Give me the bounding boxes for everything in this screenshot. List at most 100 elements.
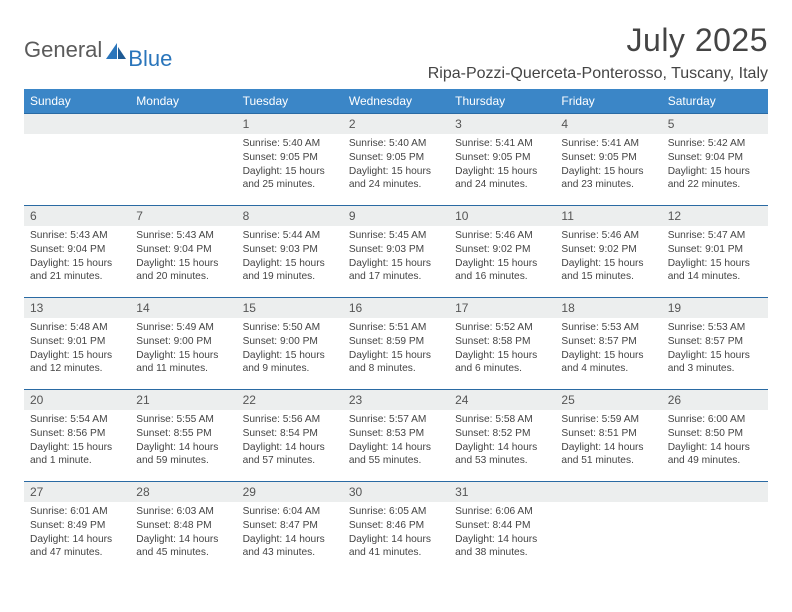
calendar-head: Sunday Monday Tuesday Wednesday Thursday… [24, 89, 768, 114]
sunrise-line: Sunrise: 5:41 AM [455, 137, 549, 151]
weekday-header: Thursday [449, 89, 555, 114]
day-number: 19 [662, 298, 768, 318]
day-body: Sunrise: 5:43 AMSunset: 9:04 PMDaylight:… [130, 226, 236, 288]
calendar-day-cell: 31Sunrise: 6:06 AMSunset: 8:44 PMDayligh… [449, 482, 555, 574]
calendar-week-row: 27Sunrise: 6:01 AMSunset: 8:49 PMDayligh… [24, 482, 768, 574]
daylight-line: Daylight: 15 hours and 3 minutes. [668, 349, 762, 377]
daylight-line: Daylight: 15 hours and 20 minutes. [136, 257, 230, 285]
calendar-day-cell: 15Sunrise: 5:50 AMSunset: 9:00 PMDayligh… [237, 298, 343, 390]
day-body [662, 502, 768, 558]
day-number: 12 [662, 206, 768, 226]
day-body: Sunrise: 5:50 AMSunset: 9:00 PMDaylight:… [237, 318, 343, 380]
daylight-line: Daylight: 15 hours and 16 minutes. [455, 257, 549, 285]
weekday-header: Friday [555, 89, 661, 114]
day-number: 9 [343, 206, 449, 226]
sunset-line: Sunset: 8:53 PM [349, 427, 443, 441]
day-body: Sunrise: 5:46 AMSunset: 9:02 PMDaylight:… [555, 226, 661, 288]
sunset-line: Sunset: 8:52 PM [455, 427, 549, 441]
day-body: Sunrise: 6:06 AMSunset: 8:44 PMDaylight:… [449, 502, 555, 564]
daylight-line: Daylight: 15 hours and 25 minutes. [243, 165, 337, 193]
daylight-line: Daylight: 15 hours and 8 minutes. [349, 349, 443, 377]
day-number: 7 [130, 206, 236, 226]
sunset-line: Sunset: 9:04 PM [136, 243, 230, 257]
sunset-line: Sunset: 8:46 PM [349, 519, 443, 533]
day-body: Sunrise: 5:45 AMSunset: 9:03 PMDaylight:… [343, 226, 449, 288]
day-number: 6 [24, 206, 130, 226]
sunset-line: Sunset: 9:02 PM [561, 243, 655, 257]
sunset-line: Sunset: 8:59 PM [349, 335, 443, 349]
page-header: General Blue July 2025 Ripa-Pozzi-Querce… [24, 22, 768, 83]
calendar-day-cell: 5Sunrise: 5:42 AMSunset: 9:04 PMDaylight… [662, 114, 768, 206]
day-number [24, 114, 130, 134]
daylight-line: Daylight: 15 hours and 21 minutes. [30, 257, 124, 285]
sunset-line: Sunset: 9:05 PM [455, 151, 549, 165]
day-body: Sunrise: 6:03 AMSunset: 8:48 PMDaylight:… [130, 502, 236, 564]
daylight-line: Daylight: 14 hours and 51 minutes. [561, 441, 655, 469]
day-number: 29 [237, 482, 343, 502]
daylight-line: Daylight: 15 hours and 19 minutes. [243, 257, 337, 285]
sunrise-line: Sunrise: 5:59 AM [561, 413, 655, 427]
day-number: 1 [237, 114, 343, 134]
sunrise-line: Sunrise: 5:56 AM [243, 413, 337, 427]
calendar-day-cell: 21Sunrise: 5:55 AMSunset: 8:55 PMDayligh… [130, 390, 236, 482]
day-body: Sunrise: 5:48 AMSunset: 9:01 PMDaylight:… [24, 318, 130, 380]
calendar-week-row: 20Sunrise: 5:54 AMSunset: 8:56 PMDayligh… [24, 390, 768, 482]
day-body: Sunrise: 6:01 AMSunset: 8:49 PMDaylight:… [24, 502, 130, 564]
day-body [130, 134, 236, 190]
calendar-day-cell: 13Sunrise: 5:48 AMSunset: 9:01 PMDayligh… [24, 298, 130, 390]
sunset-line: Sunset: 8:57 PM [668, 335, 762, 349]
sunrise-line: Sunrise: 6:04 AM [243, 505, 337, 519]
sunset-line: Sunset: 9:04 PM [30, 243, 124, 257]
sunrise-line: Sunrise: 6:01 AM [30, 505, 124, 519]
sunset-line: Sunset: 9:02 PM [455, 243, 549, 257]
sunrise-line: Sunrise: 5:53 AM [668, 321, 762, 335]
day-number: 13 [24, 298, 130, 318]
daylight-line: Daylight: 15 hours and 22 minutes. [668, 165, 762, 193]
day-number: 23 [343, 390, 449, 410]
sunrise-line: Sunrise: 5:43 AM [136, 229, 230, 243]
sunset-line: Sunset: 9:05 PM [243, 151, 337, 165]
sunrise-line: Sunrise: 5:44 AM [243, 229, 337, 243]
day-body: Sunrise: 6:04 AMSunset: 8:47 PMDaylight:… [237, 502, 343, 564]
day-body: Sunrise: 5:58 AMSunset: 8:52 PMDaylight:… [449, 410, 555, 472]
daylight-line: Daylight: 15 hours and 1 minute. [30, 441, 124, 469]
sunrise-line: Sunrise: 5:53 AM [561, 321, 655, 335]
calendar-week-row: 1Sunrise: 5:40 AMSunset: 9:05 PMDaylight… [24, 114, 768, 206]
calendar-day-cell: 26Sunrise: 6:00 AMSunset: 8:50 PMDayligh… [662, 390, 768, 482]
day-number: 22 [237, 390, 343, 410]
day-body: Sunrise: 5:42 AMSunset: 9:04 PMDaylight:… [662, 134, 768, 196]
sunset-line: Sunset: 8:50 PM [668, 427, 762, 441]
day-number: 16 [343, 298, 449, 318]
daylight-line: Daylight: 15 hours and 11 minutes. [136, 349, 230, 377]
daylight-line: Daylight: 15 hours and 9 minutes. [243, 349, 337, 377]
daylight-line: Daylight: 15 hours and 6 minutes. [455, 349, 549, 377]
day-body: Sunrise: 5:47 AMSunset: 9:01 PMDaylight:… [662, 226, 768, 288]
calendar-day-cell [555, 482, 661, 574]
daylight-line: Daylight: 14 hours and 47 minutes. [30, 533, 124, 561]
day-number: 17 [449, 298, 555, 318]
weekday-header: Sunday [24, 89, 130, 114]
sunrise-line: Sunrise: 6:05 AM [349, 505, 443, 519]
sunset-line: Sunset: 8:44 PM [455, 519, 549, 533]
weekday-header: Saturday [662, 89, 768, 114]
sunset-line: Sunset: 9:00 PM [136, 335, 230, 349]
sunrise-line: Sunrise: 5:57 AM [349, 413, 443, 427]
sunset-line: Sunset: 8:58 PM [455, 335, 549, 349]
brand-text-1: General [24, 37, 102, 63]
day-body: Sunrise: 5:56 AMSunset: 8:54 PMDaylight:… [237, 410, 343, 472]
day-number: 25 [555, 390, 661, 410]
calendar-day-cell: 17Sunrise: 5:52 AMSunset: 8:58 PMDayligh… [449, 298, 555, 390]
sunrise-line: Sunrise: 5:48 AM [30, 321, 124, 335]
sunrise-line: Sunrise: 5:42 AM [668, 137, 762, 151]
day-body: Sunrise: 5:55 AMSunset: 8:55 PMDaylight:… [130, 410, 236, 472]
calendar-day-cell: 12Sunrise: 5:47 AMSunset: 9:01 PMDayligh… [662, 206, 768, 298]
day-body [555, 502, 661, 558]
day-body: Sunrise: 5:41 AMSunset: 9:05 PMDaylight:… [555, 134, 661, 196]
sunrise-line: Sunrise: 5:49 AM [136, 321, 230, 335]
daylight-line: Daylight: 15 hours and 14 minutes. [668, 257, 762, 285]
day-body: Sunrise: 5:52 AMSunset: 8:58 PMDaylight:… [449, 318, 555, 380]
sunrise-line: Sunrise: 5:45 AM [349, 229, 443, 243]
day-number: 26 [662, 390, 768, 410]
day-number [662, 482, 768, 502]
daylight-line: Daylight: 15 hours and 17 minutes. [349, 257, 443, 285]
